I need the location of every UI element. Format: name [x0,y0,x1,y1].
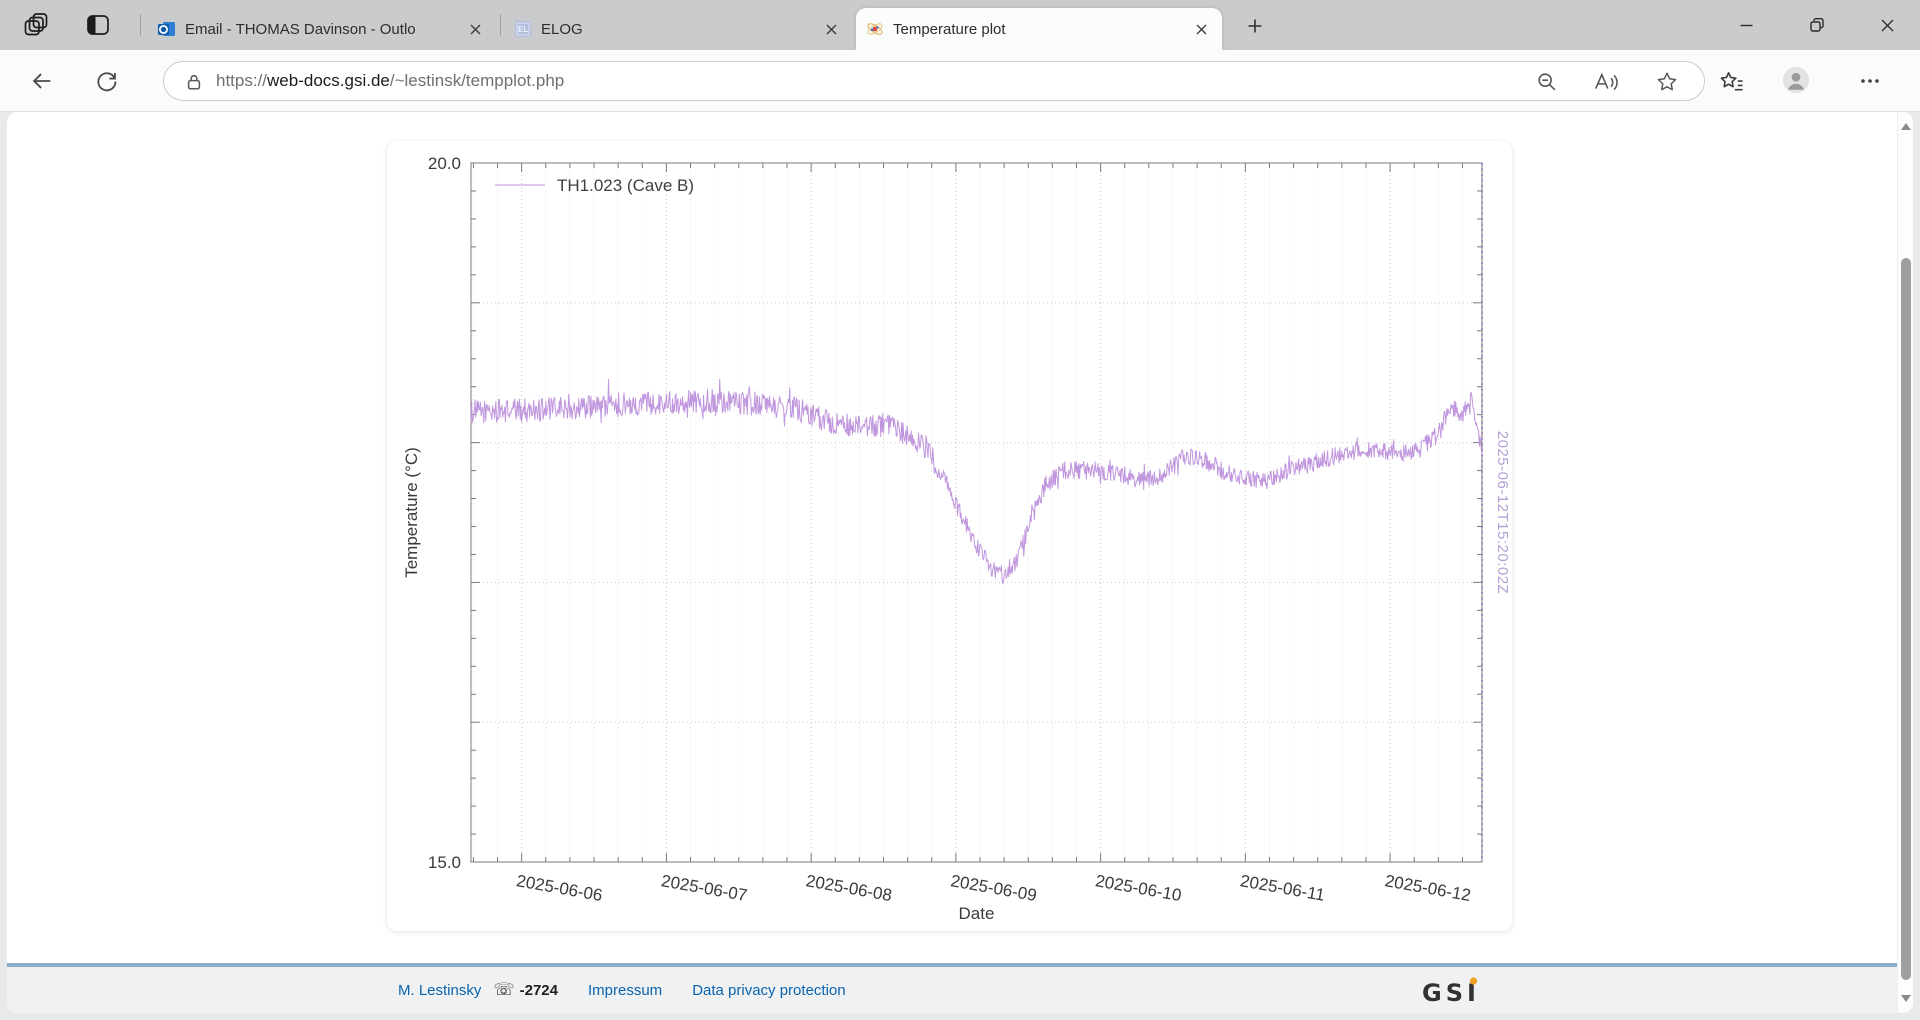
tab-title: Email - THOMAS Davinson - Outlo [185,20,416,38]
url-scheme: https:// [216,71,268,90]
maximize-restore-button[interactable] [1794,0,1840,50]
gsi-logo-text: GSI [1422,979,1480,1007]
close-tab-icon[interactable] [1190,18,1212,40]
favorites-bar-icon[interactable] [1717,68,1745,96]
chart-card: 20.0 15.0 2025-06-06 2025-06-07 2025-06-08 20… [387,141,1512,931]
browser-toolbar: https://web-docs.gsi.de/~lestinsk/temppl… [0,50,1920,112]
favorite-star-icon[interactable] [1653,68,1681,96]
new-tab-button[interactable] [1242,13,1268,39]
read-aloud-icon[interactable] [1591,68,1619,96]
workspaces-icon[interactable] [22,11,50,39]
author-link[interactable]: M. Lestinsky [398,981,482,999]
temperature-chart: 20.0 15.0 2025-06-06 2025-06-07 2025-06-08 20… [402,154,1511,923]
url-text[interactable]: https://web-docs.gsi.de/~lestinsk/temppl… [216,71,564,91]
svg-text:Date: Date [959,904,995,923]
scrollbar-thumb[interactable] [1901,258,1911,980]
address-bar[interactable]: https://web-docs.gsi.de/~lestinsk/temppl… [163,61,1705,101]
tab-elog[interactable]: EL ELOG [504,8,852,50]
scrollbar[interactable] [1897,112,1913,1013]
impressum-link[interactable]: Impressum [588,981,663,999]
privacy-link[interactable]: Data privacy protection [692,981,846,999]
scroll-down-icon[interactable] [1900,992,1912,1004]
svg-text:2025-06-06: 2025-06-06 [515,871,604,905]
profile-avatar[interactable] [1782,66,1810,94]
close-tab-icon[interactable] [464,18,486,40]
svg-text:20.0: 20.0 [428,154,461,173]
tab-title: ELOG [541,20,583,38]
minimize-button[interactable] [1723,0,1769,50]
zoom-out-icon[interactable] [1533,68,1561,96]
svg-text:EL: EL [518,25,528,34]
tab-email[interactable]: Email - THOMAS Davinson - Outlo [148,8,496,50]
browser-tab-bar: Email - THOMAS Davinson - Outlo EL ELOG [0,0,1920,50]
refresh-button[interactable] [92,67,120,95]
lock-icon[interactable] [180,68,208,96]
footer-links: M. Lestinsky ☏ -2724 Impressum Data priv… [398,980,846,1000]
url-path: /~lestinsk/tempplot.php [389,71,565,90]
gsi-atom-favicon [866,20,884,38]
gsi-logo: GSI [1421,976,1501,1008]
page-footer: M. Lestinsky ☏ -2724 Impressum Data priv… [7,963,1913,1013]
svg-text:Temperature (°C): Temperature (°C) [402,447,421,578]
phone-number: -2724 [519,981,558,999]
svg-text:2025-06-12T15:20:02Z: 2025-06-12T15:20:02Z [1494,431,1511,594]
svg-text:2025-06-11: 2025-06-11 [1239,871,1327,905]
tab-divider [140,14,141,36]
gsi-logo-dot [1469,977,1478,985]
url-host: web-docs.gsi.de [267,71,390,90]
back-button[interactable] [28,67,56,95]
svg-text:TH1.023 (Cave B): TH1.023 (Cave B) [557,176,694,195]
settings-menu-icon[interactable] [1856,67,1884,95]
svg-text:2025-06-07: 2025-06-07 [660,871,749,905]
close-window-button[interactable] [1864,0,1910,50]
svg-text:2025-06-10: 2025-06-10 [1094,871,1183,905]
tab-divider [500,14,501,36]
svg-text:2025-06-09: 2025-06-09 [949,871,1038,905]
tab-actions-icon[interactable] [84,11,112,39]
svg-text:2025-06-08: 2025-06-08 [804,871,893,905]
telephone-icon: ☏ [493,980,515,999]
svg-text:15.0: 15.0 [428,853,461,872]
elog-favicon: EL [514,20,532,38]
outlook-favicon [158,20,176,38]
close-tab-icon[interactable] [820,18,842,40]
tab-temperature-plot[interactable]: Temperature plot [856,8,1222,50]
phone-contact: ☏ -2724 [493,980,558,1000]
scroll-up-icon[interactable] [1900,121,1912,133]
svg-text:2025-06-12: 2025-06-12 [1383,871,1472,905]
page-viewport: 20.0 15.0 2025-06-06 2025-06-07 2025-06-08 20… [7,112,1913,1013]
tab-title: Temperature plot [893,20,1006,38]
